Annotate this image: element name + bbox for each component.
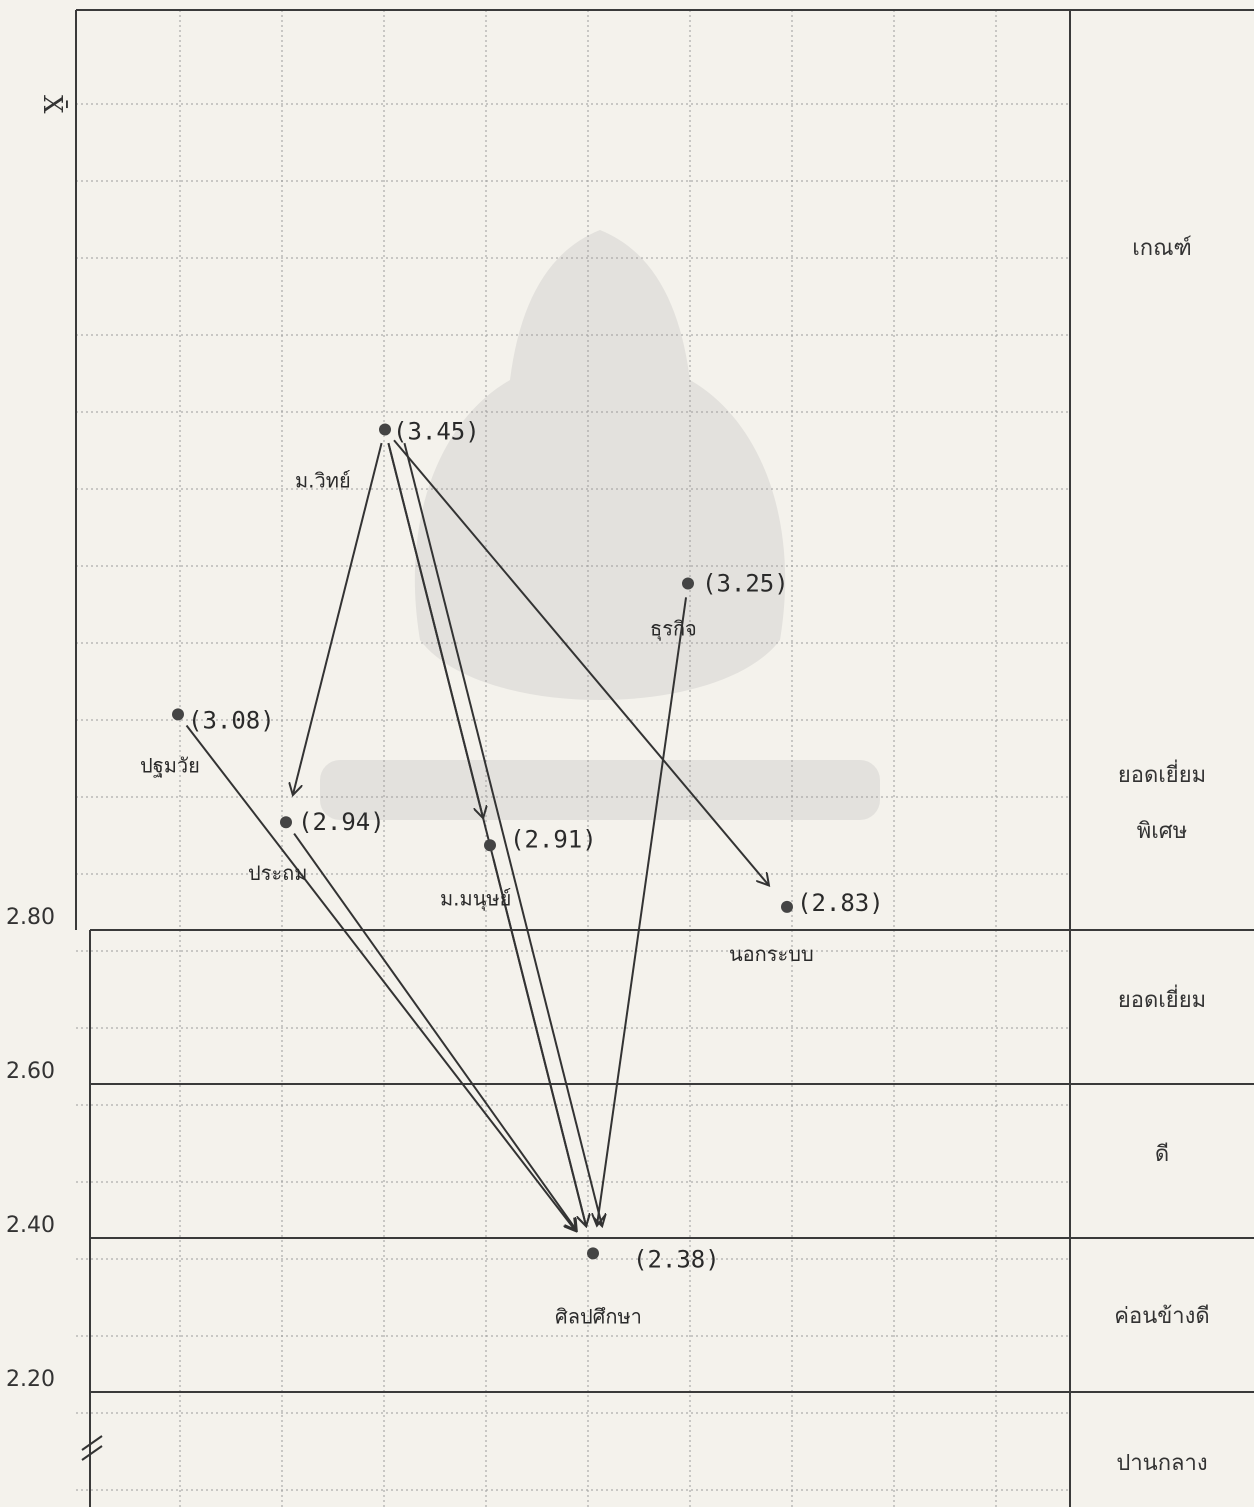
point-nfe — [781, 900, 793, 913]
point-sci — [379, 423, 391, 436]
watermark-emblem — [320, 230, 880, 820]
arrow-sci-pri — [293, 442, 383, 795]
comparison-arrows — [185, 439, 769, 1231]
point-name-label: ประถม — [248, 861, 307, 885]
y-tick-label: 2.40 — [6, 1213, 55, 1238]
point-bus — [682, 577, 694, 590]
arrow-sci-art — [403, 442, 602, 1226]
point-name-label: ม.วิทย์ — [295, 469, 351, 493]
point-name-label: ธุรกิจ — [650, 617, 697, 642]
data-points: (3.45) ม.วิทย์ (3.25)ธุรกิจ (3.08) ปฐมวัย (2.… — [140, 418, 884, 1329]
point-pri — [280, 816, 292, 829]
arrow-pri-art — [293, 833, 577, 1231]
level-boundaries — [90, 929, 1254, 1393]
arrow-sci-nfe — [393, 439, 769, 885]
value-label: (2.38) — [633, 1245, 720, 1273]
arrow-bus-art — [597, 597, 688, 1225]
grid-lines — [76, 10, 1070, 1507]
plot-frame — [75, 9, 1254, 1507]
value-label: (2.94) — [298, 808, 385, 836]
point-hum — [484, 839, 496, 852]
axis-break-mark — [81, 1435, 103, 1461]
level-label: ดี — [1155, 1142, 1169, 1167]
arrow-pre-art — [185, 724, 576, 1231]
point-name-label: นอกระบบ — [729, 942, 814, 966]
point-pre — [172, 708, 184, 721]
value-label: (2.91) — [510, 825, 597, 853]
level-label: ยอดเยี่ยม — [1118, 984, 1206, 1013]
y-tick-labels: 2.80 2.60 2.40 2.20 — [6, 905, 55, 1392]
level-label: ปานกลาง — [1116, 1451, 1207, 1476]
point-name-label: ปฐมวัย — [140, 753, 200, 777]
value-label: (3.08) — [188, 706, 275, 734]
value-label: (2.83) — [797, 889, 884, 917]
level-label: ค่อนข้างดี — [1114, 1304, 1209, 1329]
value-label: (3.45) — [393, 418, 480, 446]
point-name-label: ม.มนุษย์ — [440, 886, 511, 911]
level-labels: เกณฑ์ยอดเยี่ยมพิเศษยอดเยี่ยมดีค่อนข้างดี… — [1114, 236, 1209, 1476]
point-name-label: ศิลปศึกษา — [555, 1304, 642, 1328]
value-label: (3.25) — [702, 570, 789, 598]
point-art — [587, 1247, 599, 1260]
level-label: เกณฑ์ — [1132, 236, 1192, 261]
y-tick-label: 2.60 — [6, 1059, 55, 1084]
y-tick-label: 2.80 — [6, 905, 55, 930]
y-axis-title: X̄ — [37, 95, 69, 114]
arrow-hum-art — [492, 858, 586, 1226]
level-label: ยอดเยี่ยมพิเศษ — [1118, 759, 1206, 844]
y-tick-label: 2.20 — [6, 1367, 55, 1392]
